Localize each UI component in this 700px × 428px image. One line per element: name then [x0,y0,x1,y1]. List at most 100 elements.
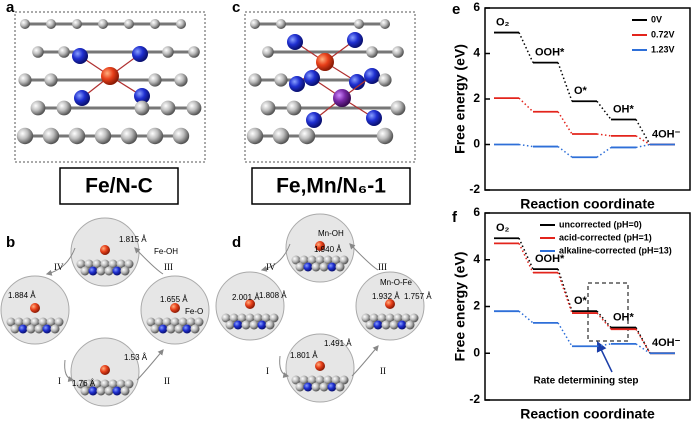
bond-label: 1.808 Å [259,291,287,300]
connector [518,32,534,63]
connector [518,243,534,273]
bond-label: 1.801 Å [290,351,318,360]
connector [557,111,573,135]
y-tick-label: 2 [473,91,480,105]
slab-atom [166,324,176,334]
c-atom [276,19,286,29]
slab-atom [18,324,28,334]
slab-atom [307,375,317,385]
slab-atom [373,320,383,330]
c-atom [286,100,302,116]
slab-atom [100,379,110,389]
c-atom [120,127,138,145]
bond-label: 1.932 Å [372,292,400,301]
cycle-arrow [136,349,164,381]
slab-atom [174,324,184,334]
slab-atom [311,382,321,392]
c-atom [32,46,44,58]
slab-atom [158,324,168,334]
bond-label: 1.76 Å [72,379,96,388]
level-label: O₂ [496,16,510,28]
n-atom [289,76,305,92]
slab-atom [225,320,235,330]
slab-atom [233,320,243,330]
legend-label: 1.23V [651,44,675,54]
slab-atom [42,324,52,334]
species-label: Mn-OH [318,229,344,238]
slab-atom [389,320,399,330]
structure-caption: Fe,Mn/N₆-1 [276,175,386,198]
n-atom [74,90,90,106]
o-atom [245,299,255,309]
slab-atom [335,382,345,392]
slab-atom [162,317,172,327]
slab-atom [253,313,263,323]
c-atom [250,19,260,29]
c-atom [160,100,176,116]
level-label: 4OH⁻ [652,128,681,140]
y-tick-label: 4 [473,252,480,266]
slab-atom [369,313,379,323]
slab-atom [315,375,325,385]
slab-atom [397,320,407,330]
slab-atom [84,259,94,269]
y-tick-label: -2 [469,392,480,406]
o-atom [315,241,325,251]
slab-atom [50,324,60,334]
c-atom [56,100,72,116]
slab-atom [307,255,317,265]
slab-atom [54,317,64,327]
slab-atom [327,262,337,272]
y-tick-label: 0 [473,137,480,151]
panel-label: f [452,209,458,226]
c-atom [44,73,58,87]
connector [635,119,651,145]
bond-label: 1.655 Å [160,295,188,304]
connector [557,145,573,158]
x-axis-label: Reaction coordinate [520,196,655,212]
connector [635,327,651,354]
c-atom [298,127,316,145]
connector [557,272,573,314]
legend-label: acid-corrected (pH=1) [559,232,652,242]
slab-atom [335,262,345,272]
bond-label: 1.757 Å [404,292,432,301]
o-atom [385,299,395,309]
slab-atom [393,313,403,323]
slab-atom [92,379,102,389]
slab-atom [269,313,279,323]
o-atom [315,361,325,371]
slab-atom [88,266,98,276]
slab-atom [34,324,44,334]
cycle-arrow [279,355,290,378]
connector [518,97,534,113]
slab-atom [112,386,122,396]
slab-atom [249,320,259,330]
level-label: O* [574,295,588,307]
slab-atom [190,324,200,334]
legend-label: 0V [651,14,662,24]
structure-a [16,19,202,145]
slab-atom [221,313,231,323]
slab-atom [299,255,309,265]
o-atom [30,303,40,313]
slab-atom [331,375,341,385]
panel-label: a [6,0,15,16]
slab-atom [194,317,204,327]
c-atom [390,100,406,116]
n-atom [364,68,380,84]
step-label: II [164,376,170,386]
bond-label: 1.940 Å [314,245,342,254]
species-label: Mn-O-Fe [380,278,413,287]
step-label: I [58,376,61,386]
c-atom [186,100,202,116]
step-label: II [380,366,386,376]
y-tick-label: 2 [473,299,480,313]
c-atom [162,46,174,58]
caption-box [59,167,179,205]
c-atom [18,73,32,87]
slab-atom [112,266,122,276]
slab-atom [84,379,94,389]
c-atom [380,19,390,29]
